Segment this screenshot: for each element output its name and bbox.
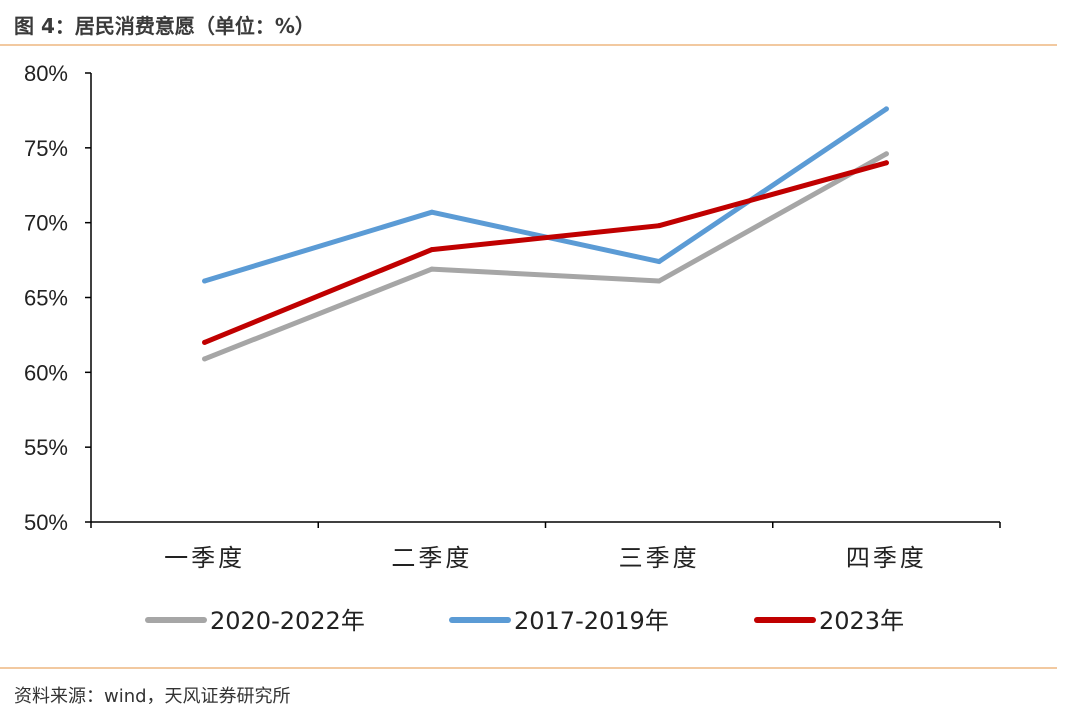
data-point (429, 209, 435, 215)
data-point (429, 266, 435, 272)
data-point (883, 106, 889, 112)
series-lines (202, 106, 889, 362)
y-tick-label: 55% (24, 435, 68, 460)
source-note: 资料来源：wind，天风证券研究所 (14, 686, 291, 707)
data-point (429, 247, 435, 253)
y-tick-label: 65% (24, 286, 68, 311)
chart-legend: 2020-2022年 2017-2019年 2023年 (145, 607, 904, 635)
x-tick-labels: 一季度 二季度 三季度 四季度 (164, 544, 927, 572)
y-tick-label: 75% (24, 136, 68, 161)
source-divider (0, 667, 1057, 669)
line-chart: 50% 55% 60% 65% 70% 75% 80% 一季度 二季度 三季度 四季度 2020-… (24, 61, 1001, 635)
data-point (202, 278, 208, 284)
series-line (202, 160, 889, 345)
title-divider (0, 44, 1057, 46)
data-point (656, 259, 662, 265)
series-line (202, 151, 889, 362)
data-point (883, 151, 889, 157)
y-tick-label: 70% (24, 211, 68, 236)
y-tick-label: 50% (24, 510, 68, 535)
data-point (656, 223, 662, 229)
x-tick-label: 三季度 (619, 544, 700, 572)
data-point (883, 160, 889, 166)
figure-title: 图 4：居民消费意愿（单位：%） (14, 14, 315, 38)
series-line (202, 106, 889, 284)
legend-label: 2017-2019年 (514, 607, 669, 635)
legend-label: 2020-2022年 (210, 607, 365, 635)
chart-axes (85, 72, 1001, 528)
x-tick-label: 一季度 (164, 544, 245, 572)
x-tick-label: 四季度 (846, 544, 927, 572)
x-tick-label: 二季度 (391, 544, 472, 572)
data-point (202, 356, 208, 362)
y-tick-label: 60% (24, 360, 68, 385)
data-point (656, 278, 662, 284)
y-tick-labels: 50% 55% 60% 65% 70% 75% 80% (24, 61, 68, 535)
y-tick-label: 80% (24, 61, 68, 86)
legend-label: 2023年 (819, 607, 904, 635)
data-point (202, 339, 208, 345)
